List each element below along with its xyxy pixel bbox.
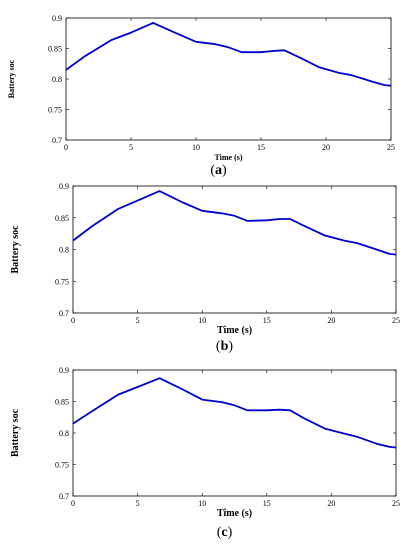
- plot-area-frame: [65, 17, 392, 141]
- y-tick-label: 0.9: [59, 366, 69, 375]
- x-tick-label: 25: [392, 499, 400, 508]
- y-axis-label: Battery soc: [7, 59, 16, 98]
- y-tick-label: 0.75: [48, 106, 62, 115]
- x-tick-label: 0: [71, 499, 75, 508]
- y-tick-label: 0.9: [52, 14, 62, 23]
- y-tick-label: 0.85: [55, 214, 69, 223]
- y-tick-label: 0.8: [59, 429, 69, 438]
- panel-caption: (c): [217, 525, 233, 540]
- x-tick-label: 0: [64, 143, 68, 152]
- x-tick-label: 10: [198, 316, 206, 325]
- x-tick-label: 10: [192, 143, 200, 152]
- series-line-soc: [72, 190, 397, 256]
- x-tick-label: 15: [263, 499, 271, 508]
- x-tick-label: 5: [136, 316, 140, 325]
- y-tick-label: 0.7: [59, 492, 69, 501]
- x-tick-label: 15: [257, 143, 265, 152]
- y-tick-label: 0.75: [55, 277, 69, 286]
- x-tick-label: 20: [327, 499, 335, 508]
- panel-caption: (a): [210, 163, 227, 178]
- x-tick-label: 25: [392, 316, 400, 325]
- chart-panel-b: 0 5 10 15 20 25 0.7 0.75 0.8 0.85 0.9 Time (s) Batte…: [10, 182, 400, 354]
- x-tick-label: 15: [263, 316, 271, 325]
- x-tick-label: 5: [129, 143, 133, 152]
- plot-area-frame: [72, 369, 397, 497]
- x-axis-label: Time (s): [214, 153, 242, 162]
- chart-panel-a: 0 5 10 15 20 25 0.7 0.75 0.8 0.85 0.9 Time (s) Batte…: [7, 14, 395, 178]
- y-tick-label: 0.7: [59, 309, 69, 318]
- y-axis-label: Battery soc: [10, 225, 21, 274]
- series-line-soc: [65, 21, 392, 87]
- plot-area-frame: [72, 185, 397, 314]
- x-tick-label: 25: [387, 143, 395, 152]
- y-axis-label: Battery soc: [10, 408, 21, 457]
- x-tick-label: 20: [322, 143, 330, 152]
- panel-caption: (b): [216, 339, 233, 354]
- y-tick-label: 0.85: [55, 398, 69, 407]
- chart-panel-c: 0 5 10 15 20 25 0.7 0.75 0.8 0.85 0.9 Time (s) Batte…: [10, 366, 400, 540]
- y-tick-label: 0.75: [55, 461, 69, 470]
- x-axis-label: Time (s): [217, 508, 252, 519]
- y-tick-label: 0.8: [52, 75, 62, 84]
- x-axis-label: Time (s): [217, 325, 252, 336]
- y-tick-label: 0.9: [59, 182, 69, 191]
- x-tick-label: 5: [136, 499, 140, 508]
- series-line-soc: [72, 377, 397, 449]
- x-tick-label: 20: [327, 316, 335, 325]
- y-tick-label: 0.8: [59, 246, 69, 255]
- x-tick-label: 0: [71, 316, 75, 325]
- y-tick-label: 0.7: [52, 136, 62, 145]
- y-tick-label: 0.85: [48, 45, 62, 54]
- x-tick-label: 10: [198, 499, 206, 508]
